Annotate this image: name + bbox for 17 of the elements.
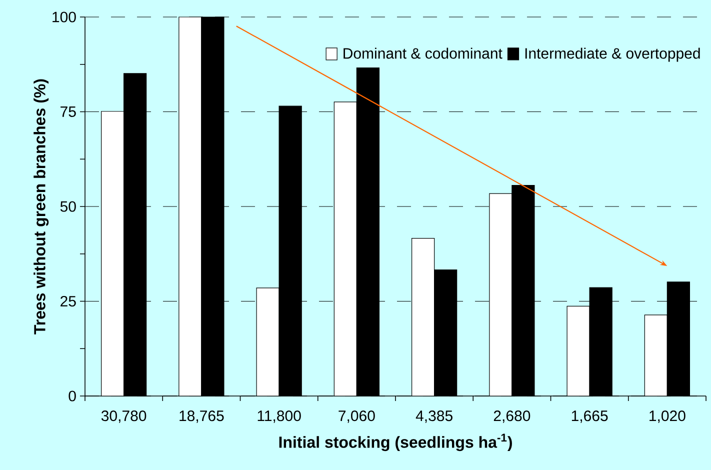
- x-tick-label: 11,800: [258, 410, 301, 423]
- x-axis-title: Initial stocking (seedlings ha$^{-1}$): [279, 434, 512, 452]
- y-tick-label: 0: [68, 390, 76, 402]
- x-tick-label: 1,665: [572, 410, 608, 423]
- x-tick-label: 7,060: [338, 410, 375, 423]
- x-tick-label: 2,680: [494, 410, 530, 423]
- x-tick-label: 4,385: [416, 410, 452, 423]
- y-tick-label: 25: [60, 296, 76, 307]
- x-tick-label: 18,765: [180, 410, 224, 423]
- y-tick-label: 75: [60, 106, 76, 117]
- y-axis-title: Trees without green branches (%): [34, 79, 49, 334]
- legend-label: Dominant & codominant: [344, 48, 502, 59]
- y-tick-label: 100: [52, 12, 76, 22]
- y-tick-label: 50: [60, 201, 76, 212]
- legend-label: Intermediate & overtopped: [525, 48, 700, 62]
- x-tick-label: 30,780: [101, 410, 146, 423]
- x-tick-label: 1,020: [650, 410, 686, 423]
